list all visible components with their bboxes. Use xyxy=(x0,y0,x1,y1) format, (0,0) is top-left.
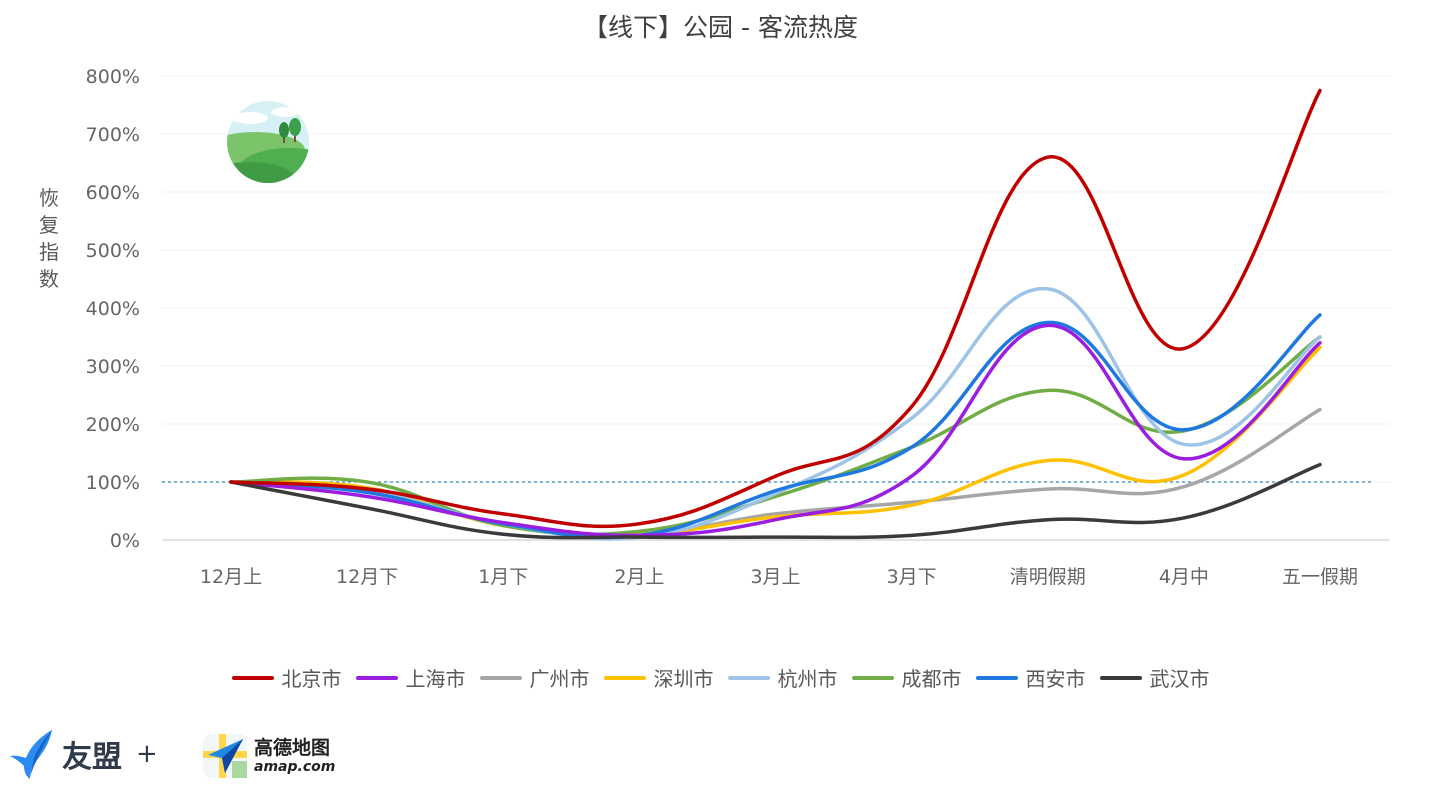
legend-item: 杭州市 xyxy=(727,663,838,692)
legend-swatch xyxy=(355,675,398,680)
x-tick-label: 12月下 xyxy=(336,566,398,588)
series-layer xyxy=(229,88,1322,541)
legend-item: 武汉市 xyxy=(1099,663,1210,692)
y-tick-label: 700% xyxy=(86,124,140,146)
legend-item: 广州市 xyxy=(479,663,590,692)
chart-legend: 北京市 上海市 广州市 深圳市 杭州市 成都市 西安市 武汉市 xyxy=(0,663,1441,692)
amap-logo: 高德地图 amap.com xyxy=(202,733,335,779)
legend-label: 广州市 xyxy=(529,667,590,691)
legend-swatch xyxy=(479,675,522,680)
legend-swatch xyxy=(603,675,646,680)
x-tick-label: 1月下 xyxy=(478,566,528,588)
amap-url: amap.com xyxy=(254,758,336,775)
x-tick-label: 12月上 xyxy=(200,566,262,588)
legend-label: 成都市 xyxy=(901,667,962,691)
umeng-label: 友盟 xyxy=(62,740,122,775)
line-chart: 0%100%200%300%400%500%600%700%800% 12月上 1… xyxy=(86,66,1390,588)
x-tick-label: 2月上 xyxy=(614,566,664,588)
y-tick-label: 500% xyxy=(86,240,140,262)
x-tick-label: 清明假期 xyxy=(1010,566,1086,588)
legend-item: 深圳市 xyxy=(603,663,714,692)
legend-swatch xyxy=(727,675,770,680)
legend-label: 北京市 xyxy=(281,667,342,691)
y-tick-label: 400% xyxy=(86,298,140,320)
y-tick-label: 200% xyxy=(86,414,140,436)
series-line xyxy=(229,313,1322,540)
y-tick-label: 300% xyxy=(86,356,140,378)
plus-sign: + xyxy=(136,739,158,769)
legend-label: 深圳市 xyxy=(653,667,714,691)
series-line xyxy=(229,88,1322,529)
y-axis-ticks: 0% 100% 200% 300% 400% 500% 600% 700% 800% xyxy=(86,66,140,552)
y-axis-label: 恢复指数 xyxy=(39,186,59,291)
legend-item: 西安市 xyxy=(975,663,1086,692)
amap-arrow-icon xyxy=(203,734,247,778)
legend-item: 北京市 xyxy=(231,663,342,692)
chart-title: 【线下】公园 - 客流热度 xyxy=(583,13,858,42)
legend-item: 上海市 xyxy=(355,663,466,692)
series-line xyxy=(229,323,1322,538)
x-tick-label: 3月下 xyxy=(887,566,937,588)
series-line xyxy=(229,335,1322,537)
x-axis-ticks: 12月上 12月下 1月下 2月上 3月上 3月下 清明假期 4月中 五一假期 xyxy=(200,566,1358,588)
legend-item: 成都市 xyxy=(851,663,962,692)
umeng-logo: 友盟 + xyxy=(8,728,158,780)
series-line xyxy=(229,462,1322,540)
grid-lines xyxy=(162,75,1390,541)
park-landscape-icon xyxy=(227,101,309,183)
y-tick-label: 800% xyxy=(86,66,140,88)
legend-swatch xyxy=(1099,675,1142,680)
legend-label: 西安市 xyxy=(1025,667,1086,691)
series-line xyxy=(229,345,1322,537)
y-tick-label: 100% xyxy=(86,472,140,494)
x-tick-label: 五一假期 xyxy=(1282,566,1358,588)
y-tick-label: 0% xyxy=(110,530,140,552)
legend-swatch xyxy=(851,675,894,680)
legend-label: 杭州市 xyxy=(777,667,838,691)
legend-swatch xyxy=(975,675,1018,680)
y-tick-label: 600% xyxy=(86,182,140,204)
legend-swatch xyxy=(231,675,274,680)
x-tick-label: 3月上 xyxy=(750,566,800,588)
legend-label: 武汉市 xyxy=(1149,667,1210,691)
legend-label: 上海市 xyxy=(405,667,466,691)
x-tick-label: 4月中 xyxy=(1159,566,1209,588)
umeng-bird-icon xyxy=(10,730,52,779)
amap-name: 高德地图 xyxy=(254,736,331,759)
